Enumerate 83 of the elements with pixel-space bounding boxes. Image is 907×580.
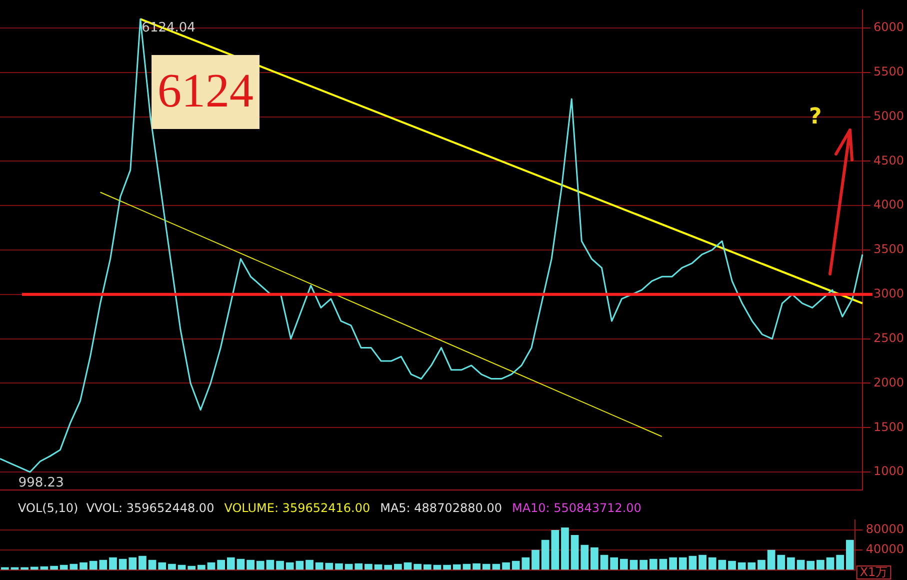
annotation: 998.23 <box>18 475 64 490</box>
bar <box>659 558 668 570</box>
bar <box>335 563 343 570</box>
bar <box>364 564 372 570</box>
bar <box>570 534 579 570</box>
bar <box>423 564 432 570</box>
bar <box>620 558 628 570</box>
bar <box>384 564 392 570</box>
bar <box>158 562 166 570</box>
bar <box>109 557 117 570</box>
bar <box>649 558 658 570</box>
y-tick-label: 4500 <box>873 153 904 168</box>
bar <box>669 557 677 570</box>
bar <box>296 560 304 570</box>
bar <box>580 544 589 570</box>
text: MA5: 488702880.00 <box>380 501 502 516</box>
annotation: 6124 <box>158 64 254 118</box>
y-tick-label: 1000 <box>873 464 904 478</box>
y-tick-label: 40000 <box>866 542 904 556</box>
bar <box>532 550 540 570</box>
bar <box>816 560 824 570</box>
text: VVOL: 359652448.00 <box>86 501 214 516</box>
bar <box>443 564 451 570</box>
bar <box>590 547 598 570</box>
bar <box>472 563 480 570</box>
chart-title: VOL(5,10) <box>18 501 78 516</box>
annotation: ? <box>808 104 822 130</box>
bar <box>688 556 697 570</box>
text: VOLUME: 359652416.00 <box>224 501 370 516</box>
bar <box>787 557 795 570</box>
bar <box>600 554 608 570</box>
bar <box>758 560 766 570</box>
y-axis-title: X1万 <box>860 565 888 580</box>
bar <box>50 566 58 570</box>
bar <box>777 554 786 570</box>
bar <box>767 550 776 570</box>
bar <box>80 562 88 570</box>
bar <box>561 527 569 570</box>
bar <box>138 556 146 570</box>
bar <box>266 560 274 570</box>
bar <box>482 564 490 570</box>
y-tick-label: 5500 <box>873 64 904 78</box>
bar <box>708 557 716 570</box>
bar <box>168 564 176 570</box>
bar <box>698 554 706 570</box>
y-tick-label: 2500 <box>873 330 904 345</box>
bar <box>148 560 156 570</box>
bar <box>354 563 363 570</box>
bar <box>678 557 687 570</box>
bar <box>796 560 805 570</box>
bar <box>452 564 461 570</box>
bar <box>630 560 638 570</box>
bar <box>197 564 206 570</box>
bar <box>188 566 196 570</box>
bar <box>217 560 226 570</box>
y-tick-label: 4000 <box>873 198 904 212</box>
y-tick-label: 1500 <box>873 420 904 434</box>
bar <box>276 560 284 570</box>
bar <box>286 562 294 570</box>
bar <box>718 560 726 570</box>
bar <box>246 560 254 570</box>
bar <box>414 564 422 570</box>
bar <box>306 560 314 570</box>
bar <box>236 558 245 570</box>
bar <box>836 554 844 570</box>
y-tick-label: 80000 <box>866 522 904 536</box>
bar <box>806 560 815 570</box>
bar <box>728 560 736 570</box>
y-tick-label: 5000 <box>873 108 904 123</box>
y-tick-label: 3500 <box>873 242 904 256</box>
bar <box>826 557 834 570</box>
text: MA10: 550843712.00 <box>512 501 642 516</box>
bar <box>610 557 618 570</box>
bar <box>502 562 510 570</box>
y-tick-label: 6000 <box>873 20 904 34</box>
y-tick-label: 3000 <box>873 286 904 301</box>
bar <box>226 557 235 570</box>
bar <box>846 540 854 570</box>
y-tick-label: 2000 <box>873 375 904 390</box>
bar <box>256 560 264 570</box>
bar <box>60 564 68 570</box>
bar <box>394 564 402 570</box>
bar <box>640 560 648 570</box>
